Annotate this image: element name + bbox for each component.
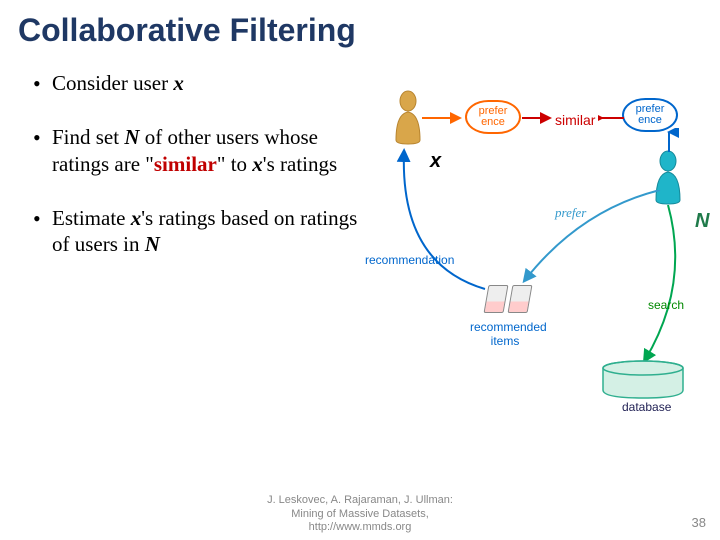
bullet-1: Consider user x <box>30 70 360 96</box>
slide-title: Collaborative Filtering <box>18 12 356 49</box>
arrow-n-search-db <box>640 205 700 365</box>
bullet-list: Consider user x Find set N of other user… <box>30 70 360 285</box>
item-icon-2 <box>508 285 533 313</box>
recommendation-label: recommendation <box>365 253 454 267</box>
b2-mid2: " to <box>217 152 252 176</box>
b3-n: N <box>145 232 160 256</box>
database-label: database <box>622 400 671 414</box>
b2-post: 's ratings <box>263 152 337 176</box>
preference-box-2: prefer ence <box>622 98 678 132</box>
database-icon <box>600 360 686 400</box>
bullet-2: Find set N of other users whose ratings … <box>30 124 360 177</box>
b2-similar: similar <box>154 152 217 176</box>
arrow-similar-to-pref2 <box>598 112 626 124</box>
b2-pre: Find set <box>52 125 124 149</box>
arrow-x-to-pref <box>422 110 467 126</box>
prefer-label: prefer <box>555 205 586 221</box>
similar-label: similar <box>555 112 595 128</box>
recommended-items-label: recommended items <box>470 320 540 348</box>
footer-citation: J. Leskovec, A. Rajaraman, J. Ullman: Mi… <box>0 494 720 534</box>
b2-n: N <box>124 125 139 149</box>
preference-box-1: prefer ence <box>465 100 521 134</box>
b1-x: x <box>173 71 184 95</box>
footer-line-3: http://www.mmds.org <box>0 521 720 534</box>
b3-pre: Estimate <box>52 206 131 230</box>
b2-x: x <box>252 152 263 176</box>
b3-x: x <box>131 206 142 230</box>
footer-line-1: J. Leskovec, A. Rajaraman, J. Ullman: <box>0 494 720 507</box>
bullet-3: Estimate x's ratings based on ratings of… <box>30 205 360 258</box>
b1-text: Consider user <box>52 71 173 95</box>
page-number: 38 <box>692 515 706 530</box>
arrow-pref1-to-similar <box>522 112 556 124</box>
arrow-rec-to-user <box>390 144 490 294</box>
pawn-user-x-icon <box>390 90 426 145</box>
diagram-area: x prefer ence similar prefer ence N pref… <box>370 90 710 420</box>
item-icon-1 <box>484 285 509 313</box>
footer-line-2: Mining of Massive Datasets, <box>0 508 720 521</box>
search-label: search <box>648 298 684 312</box>
arrow-pref2-to-n <box>666 128 682 154</box>
